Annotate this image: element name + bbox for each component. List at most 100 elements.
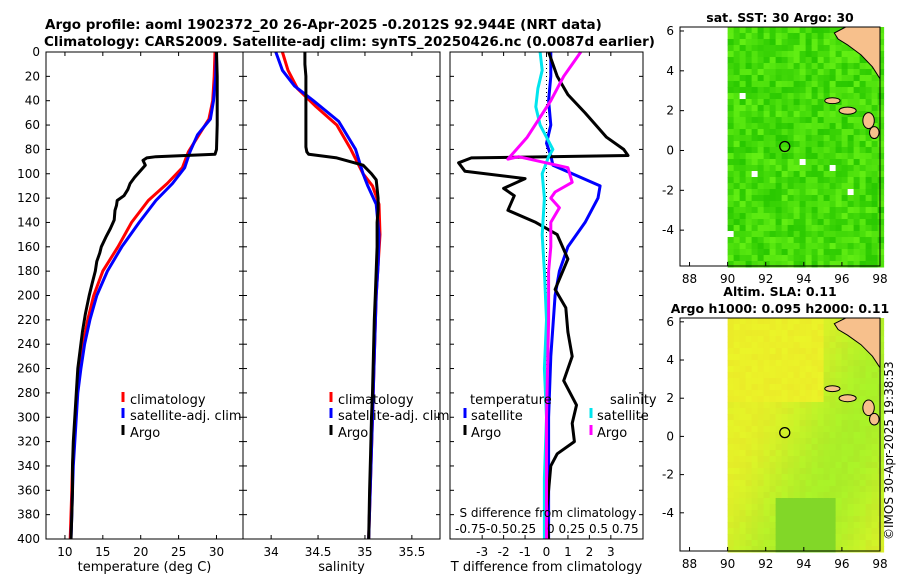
map-cell (805, 390, 813, 397)
map-cell (811, 510, 819, 517)
map-cell (757, 135, 765, 142)
map-cell (745, 87, 753, 94)
map-cell (787, 498, 795, 505)
map-cell (829, 318, 837, 325)
map-cell (775, 99, 783, 106)
map-cell (817, 27, 825, 34)
map-cell (823, 348, 831, 355)
map-cell (775, 330, 783, 337)
map-cell (745, 324, 753, 331)
map-cell (787, 390, 795, 397)
map-cell (847, 474, 855, 481)
map-cell (871, 153, 879, 160)
map-cell (817, 534, 825, 541)
map-cell (805, 420, 813, 427)
map-cell (745, 183, 753, 190)
map-cell (751, 390, 759, 397)
map-cell (805, 153, 813, 160)
map-cell (877, 207, 885, 214)
map-cell (877, 75, 885, 82)
map-cell (793, 510, 801, 517)
map-cell (865, 474, 873, 481)
map-cell (841, 63, 849, 70)
map-cell (787, 189, 795, 196)
map-cell (859, 141, 867, 148)
map-cell (835, 372, 843, 379)
y-tick-label: 400 (17, 532, 40, 546)
map-cell (739, 360, 747, 367)
map-cell (775, 480, 783, 487)
map-cell (859, 231, 867, 238)
map-cell (859, 237, 867, 244)
map-cell (751, 33, 759, 40)
map-cell (793, 177, 801, 184)
map-cell (769, 474, 777, 481)
map-cell (757, 450, 765, 457)
map-cell (793, 189, 801, 196)
map-cell (865, 486, 873, 493)
map-cell (805, 189, 813, 196)
map-cell (829, 81, 837, 88)
map-cell (775, 75, 783, 82)
map-cell (781, 225, 789, 232)
map-cell (727, 231, 735, 238)
map-cell (841, 522, 849, 529)
map-cell (805, 249, 813, 256)
map-cell (823, 111, 831, 118)
map-cell (781, 39, 789, 46)
map-cell (739, 87, 747, 94)
map-cell (829, 438, 837, 445)
map-cell (823, 171, 831, 178)
map-cell (769, 408, 777, 415)
map-cell (787, 177, 795, 184)
map-cell (811, 183, 819, 190)
map-cell (763, 420, 771, 427)
map-cell (793, 153, 801, 160)
map-cell (769, 147, 777, 154)
map-cell (829, 159, 837, 166)
map-cell (817, 183, 825, 190)
map-cell (805, 408, 813, 415)
map-cell (835, 402, 843, 409)
map-cell (847, 432, 855, 439)
map-cell (811, 456, 819, 463)
map-cell (733, 249, 741, 256)
map-cell (733, 534, 741, 541)
map-cell (835, 141, 843, 148)
map-cell (871, 468, 879, 475)
map-cell (751, 93, 759, 100)
map-cell (823, 372, 831, 379)
map-cell (841, 177, 849, 184)
map-cell (877, 243, 885, 250)
map-cell (799, 318, 807, 325)
map-cell (805, 213, 813, 220)
map-cell (829, 87, 837, 94)
map-cell (841, 189, 849, 196)
map-cell (739, 189, 747, 196)
map-cell (823, 117, 831, 124)
map-cell (727, 330, 735, 337)
map-cell (775, 51, 783, 58)
map-cell (871, 540, 879, 547)
map-cell (745, 219, 753, 226)
map-cell (847, 201, 855, 208)
map-cell (835, 255, 843, 262)
map-cell (829, 213, 837, 220)
legend-label: Argo (130, 426, 160, 441)
map-cell (739, 81, 747, 88)
map-cell (739, 450, 747, 457)
map-cell (871, 237, 879, 244)
map-cell (877, 57, 885, 64)
map-cell (799, 510, 807, 517)
map-cell (787, 81, 795, 88)
map-cell (877, 330, 885, 337)
map-cell (859, 57, 867, 64)
map-cell (805, 522, 813, 529)
map-cell (775, 360, 783, 367)
map-cell (745, 354, 753, 361)
map-cell (835, 147, 843, 154)
map-cell (823, 147, 831, 154)
map-cell (781, 93, 789, 100)
map-cell (823, 249, 831, 256)
